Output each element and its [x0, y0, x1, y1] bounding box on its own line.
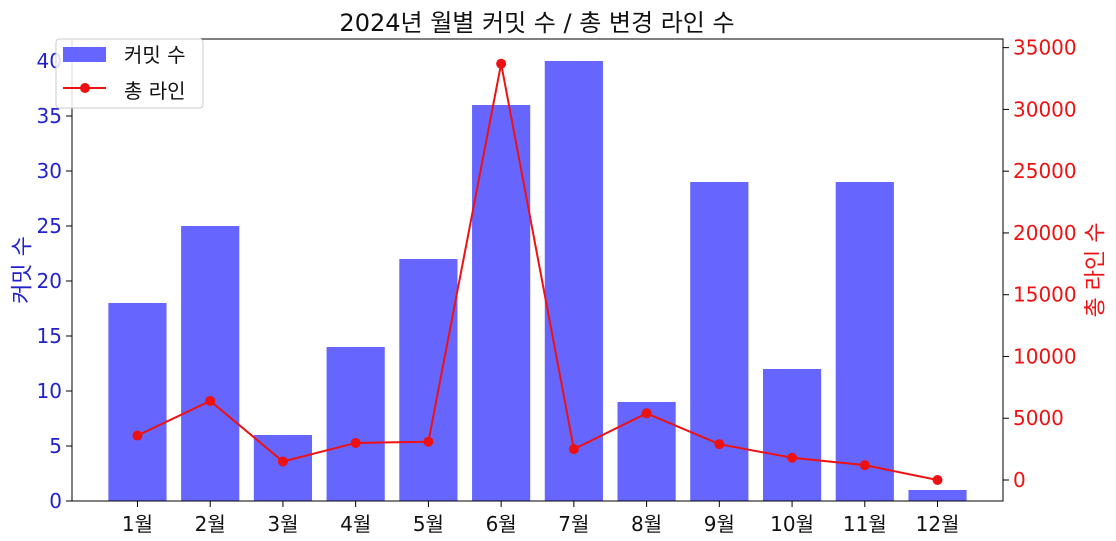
- bar-10: [762, 369, 822, 501]
- y-axis-left-label: 커밋 수: [11, 236, 36, 304]
- y-right-tick-label-5000: 5000: [1013, 406, 1064, 430]
- bar-2: [181, 226, 240, 501]
- axes: 1월 2월 3월 4월 5월 6월 7월 8월 9월 10월 11월 12월 0 5 10 15 20 25 30 3…: [37, 36, 1077, 536]
- x-tick-label-6: 6월: [486, 512, 517, 536]
- x-tick-label-12: 12월: [916, 512, 960, 536]
- y-right-tick-label-10000: 10000: [1013, 344, 1077, 368]
- line-point-5: [423, 436, 434, 447]
- x-tick-label-4: 4월: [340, 512, 371, 536]
- legend: 커밋 수 총 라인: [55, 38, 204, 109]
- x-tick-label-1: 1월: [122, 512, 153, 536]
- legend-line-label: 총 라인: [124, 79, 186, 103]
- x-tick-label-3: 3월: [267, 512, 298, 536]
- line-point-2: [205, 395, 216, 406]
- line-point-12: [932, 475, 943, 485]
- bar-12: [908, 490, 967, 501]
- x-tick-label-9: 9월: [704, 512, 735, 536]
- line-point-4: [350, 437, 361, 448]
- line-point-9: [714, 439, 725, 450]
- bar-9: [690, 182, 749, 501]
- y-axis-right-label: 총 라인 수: [1084, 223, 1109, 318]
- y-right-tick-label-20000: 20000: [1013, 221, 1077, 245]
- x-tick-label-8: 8월: [631, 512, 662, 536]
- bar-1: [108, 303, 167, 501]
- bar-4: [326, 347, 385, 501]
- y-left-tick-label-25: 25: [37, 214, 62, 238]
- x-tick-label-10: 10월: [770, 512, 814, 536]
- bar-7: [544, 61, 603, 501]
- y-left-tick-label-5: 5: [49, 434, 62, 458]
- y-right-tick-label-35000: 35000: [1013, 36, 1077, 60]
- x-tick-label-2: 2월: [195, 512, 226, 536]
- chart-title: 2024년 월별 커밋 수 / 총 변경 라인 수: [339, 9, 734, 37]
- line-point-8: [641, 408, 652, 419]
- line-series-path: [137, 63, 938, 481]
- x-tick-label-7: 7월: [558, 512, 589, 536]
- bar-11: [835, 182, 894, 501]
- line-point-11: [859, 460, 870, 471]
- bar-series: [108, 61, 967, 501]
- y-left-tick-label-30: 30: [37, 159, 62, 183]
- x-tick-label-11: 11월: [843, 512, 887, 536]
- y-left-tick-label-10: 10: [37, 379, 62, 403]
- line-point-7: [568, 444, 579, 455]
- y-right-tick-label-25000: 25000: [1013, 159, 1077, 183]
- legend-bar-label: 커밋 수: [124, 43, 186, 67]
- y-right-tick-label-0: 0: [1013, 468, 1026, 492]
- line-point-1: [132, 430, 143, 441]
- bar-8: [617, 402, 676, 501]
- line-point-3: [277, 456, 288, 467]
- line-point-10: [787, 452, 798, 463]
- plot-frame: [71, 38, 1004, 502]
- y-left-tick-label-20: 20: [37, 269, 62, 293]
- line-point-6: [496, 58, 507, 69]
- y-left-tick-label-0: 0: [49, 489, 62, 513]
- x-tick-label-5: 5월: [413, 512, 444, 536]
- legend-line-marker: [80, 83, 90, 93]
- legend-bar-swatch: [63, 47, 106, 62]
- line-series: [132, 58, 943, 485]
- y-left-tick-label-15: 15: [37, 324, 62, 348]
- bar-5: [399, 259, 458, 501]
- y-right-tick-label-15000: 15000: [1013, 283, 1077, 307]
- y-right-tick-label-30000: 30000: [1013, 97, 1077, 121]
